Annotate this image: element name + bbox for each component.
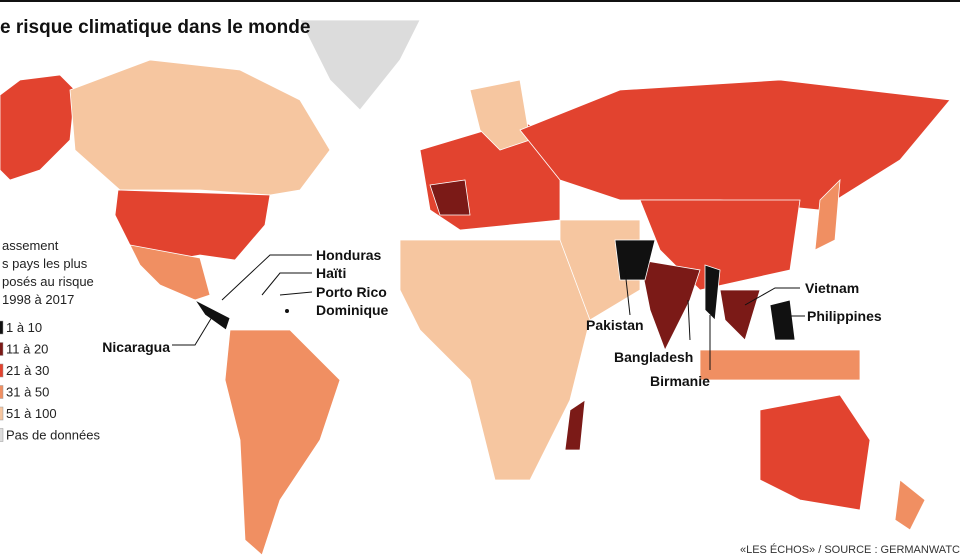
marker — [285, 309, 289, 313]
japan — [814, 178, 841, 251]
france — [429, 179, 471, 216]
country-label: Bangladesh — [614, 349, 693, 365]
title: e risque climatique dans le monde — [0, 17, 310, 38]
madagascar — [564, 399, 586, 451]
legend-label: 11 à 20 — [6, 342, 48, 357]
africa — [399, 239, 591, 481]
country-label: Haïti — [316, 265, 346, 281]
canada — [69, 59, 331, 196]
legend-label: Pas de données — [6, 428, 100, 443]
scandinavia — [469, 79, 531, 151]
legend-swatch — [0, 428, 4, 442]
legend-swatch — [0, 342, 4, 356]
legend-label: 31 à 50 — [6, 385, 49, 400]
myanmar — [704, 264, 721, 321]
leader — [261, 272, 312, 296]
leader — [744, 287, 800, 306]
legend-title: assement — [2, 238, 59, 253]
new-zealand — [894, 479, 926, 531]
alaska — [0, 74, 76, 181]
usa — [114, 189, 271, 263]
legend-label: 1 à 10 — [6, 320, 42, 335]
country-label: Porto Rico — [316, 284, 387, 300]
southeast-asia — [719, 289, 761, 341]
leader — [221, 254, 312, 301]
leader — [687, 299, 691, 341]
country-label: Pakistan — [586, 317, 644, 333]
leader — [279, 291, 313, 296]
russia — [519, 79, 951, 211]
legend-swatch — [0, 406, 4, 421]
india — [639, 259, 701, 351]
legend-title: 1998 à 2017 — [2, 292, 74, 307]
leader-lines — [172, 254, 805, 370]
legend-title: s pays les plus — [2, 256, 88, 271]
country-label: Honduras — [316, 247, 382, 263]
country-label: Nicaragua — [102, 339, 170, 355]
country-label: Vietnam — [805, 280, 859, 296]
legend: assement s pays les plus posés au risque 19… — [0, 238, 100, 443]
leader — [624, 269, 631, 316]
indonesia — [699, 349, 861, 381]
greenland — [299, 19, 421, 111]
legend-title: posés au risque — [2, 274, 94, 289]
legend-swatch — [0, 385, 4, 399]
australia — [759, 394, 871, 511]
country-label: Birmanie — [650, 373, 710, 389]
leader — [172, 311, 216, 346]
central-america — [193, 298, 231, 331]
legend-label: 51 à 100 — [6, 406, 57, 421]
country-label: Dominique — [316, 302, 389, 318]
land-shapes — [0, 19, 951, 556]
legend-swatch — [0, 363, 4, 378]
country-label: Philippines — [807, 308, 882, 324]
philippines — [769, 299, 796, 341]
south-america — [224, 329, 341, 556]
legend-swatch — [0, 320, 4, 335]
country-labels: Honduras Haïti Porto Rico Dominique Nicaragu… — [102, 247, 882, 389]
source: «LES ÉCHOS» / SOURCE : GERMANWATC — [740, 543, 960, 556]
legend-label: 21 à 30 — [6, 363, 49, 378]
